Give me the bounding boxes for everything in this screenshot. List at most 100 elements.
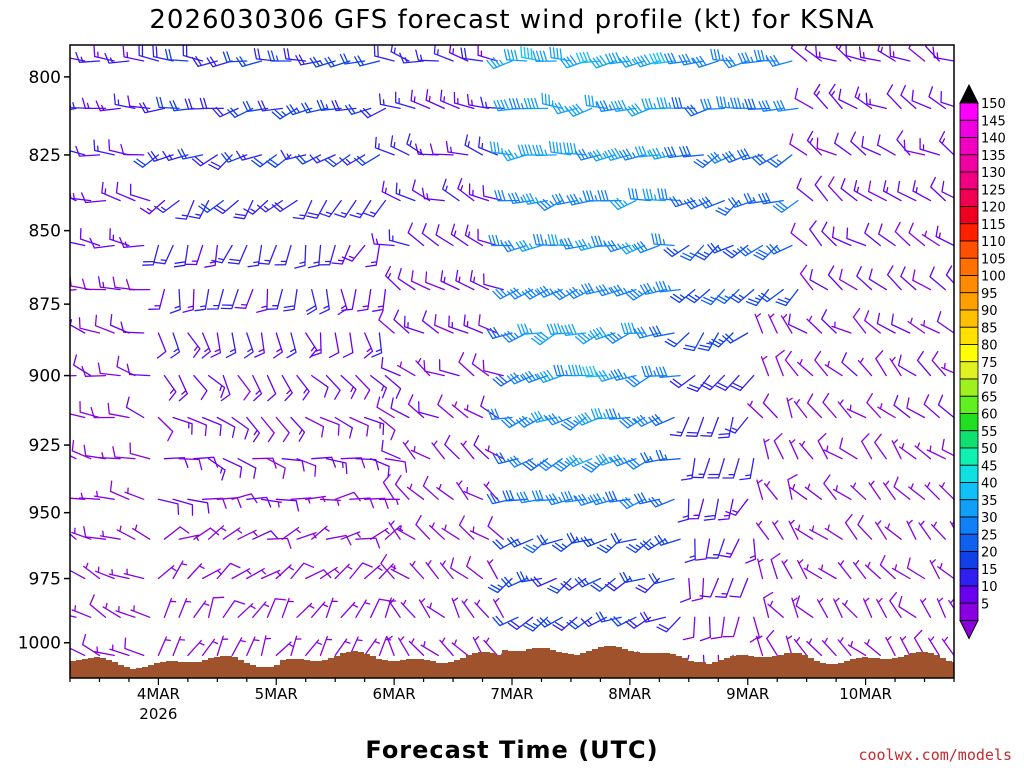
wind-barb bbox=[595, 369, 622, 382]
wind-barb bbox=[70, 416, 71, 419]
x-axis-label: Forecast Time (UTC) bbox=[365, 736, 658, 764]
wind-barb bbox=[852, 307, 867, 334]
wind-barb bbox=[700, 374, 725, 391]
wind-barb bbox=[581, 282, 608, 295]
wind-barb bbox=[75, 51, 101, 63]
wind-barb bbox=[242, 100, 269, 113]
wind-barb bbox=[207, 596, 225, 618]
wind-barb bbox=[796, 358, 814, 377]
colorbar-label: 125 bbox=[981, 183, 1006, 198]
wind-barb bbox=[207, 458, 226, 481]
wind-barb bbox=[41, 603, 62, 617]
x-tick-label: 6MAR bbox=[373, 685, 416, 703]
wind-barb bbox=[744, 98, 770, 111]
wind-barb bbox=[936, 311, 954, 334]
wind-barb bbox=[349, 562, 373, 580]
wind-barb bbox=[154, 199, 180, 214]
wind-barb bbox=[157, 498, 180, 515]
wind-barb bbox=[260, 498, 282, 508]
wind-barb bbox=[886, 84, 902, 110]
wind-barb bbox=[234, 288, 254, 309]
wind-barb bbox=[923, 394, 940, 419]
wind-barb bbox=[824, 360, 843, 377]
wind-barb bbox=[861, 135, 881, 156]
wind-barb bbox=[371, 332, 383, 358]
colorbar-label: 115 bbox=[981, 218, 1006, 233]
wind-barb bbox=[596, 538, 622, 554]
wind-barb bbox=[256, 288, 269, 313]
wind-barb bbox=[580, 536, 608, 548]
wind-barb bbox=[823, 445, 843, 460]
wind-barb bbox=[388, 598, 401, 618]
wind-barb bbox=[267, 50, 292, 62]
wind-barb bbox=[619, 416, 646, 429]
wind-barb bbox=[949, 521, 954, 530]
wind-barb bbox=[492, 452, 519, 465]
wind-barb bbox=[507, 372, 534, 385]
wind-barb bbox=[551, 193, 578, 206]
wind-barb bbox=[841, 352, 858, 377]
wind-barb bbox=[208, 154, 233, 171]
wind-barb bbox=[70, 189, 92, 202]
wind-barb bbox=[421, 222, 439, 247]
wind-barb bbox=[220, 374, 231, 402]
colorbar-swatch bbox=[959, 482, 979, 501]
wind-barb bbox=[884, 523, 902, 540]
wind-barb bbox=[37, 315, 55, 334]
wind-barb bbox=[81, 278, 107, 291]
wind-barb bbox=[694, 244, 719, 261]
wind-barb bbox=[589, 149, 616, 162]
wind-barb bbox=[435, 224, 454, 247]
wind-barb bbox=[356, 288, 372, 312]
wind-barb bbox=[867, 180, 887, 202]
wind-barb bbox=[906, 397, 926, 419]
wind-barb bbox=[157, 636, 171, 657]
wind-barb bbox=[125, 396, 145, 419]
wind-barb bbox=[75, 145, 101, 157]
wind-barb bbox=[216, 562, 241, 580]
wind-barb bbox=[655, 280, 681, 293]
wind-barb bbox=[305, 639, 323, 657]
wind-barb bbox=[185, 244, 204, 266]
wind-barb bbox=[222, 51, 248, 63]
wind-barb bbox=[707, 151, 734, 164]
wind-barb bbox=[423, 360, 445, 377]
wind-barb bbox=[252, 530, 279, 540]
wind-barb bbox=[399, 52, 425, 64]
wind-barb bbox=[795, 595, 814, 618]
wind-barb bbox=[266, 288, 283, 310]
y-tick-label: 975 bbox=[29, 570, 61, 590]
wind-barb bbox=[81, 97, 107, 110]
wind-barb bbox=[560, 577, 587, 591]
wind-barb bbox=[376, 396, 395, 419]
wind-barb bbox=[89, 594, 107, 618]
wind-barb bbox=[574, 148, 602, 161]
wind-barb bbox=[700, 288, 725, 306]
wind-barb bbox=[692, 55, 719, 68]
wind-barb bbox=[833, 597, 843, 618]
wind-barb bbox=[766, 154, 793, 168]
colorbar-swatch bbox=[959, 344, 979, 363]
wind-barb bbox=[231, 568, 252, 580]
wind-barb bbox=[537, 458, 563, 472]
wind-barb bbox=[639, 282, 666, 295]
wind-barb bbox=[610, 368, 637, 381]
wind-barb bbox=[648, 496, 675, 508]
wind-barb bbox=[334, 563, 353, 580]
wind-barb bbox=[193, 527, 220, 540]
wind-barb bbox=[794, 87, 814, 110]
wind-barb bbox=[799, 440, 814, 460]
wind-barb bbox=[157, 416, 174, 442]
wind-barb bbox=[530, 410, 557, 423]
wind-barb bbox=[683, 104, 711, 117]
wind-barb bbox=[559, 55, 587, 69]
wind-barb bbox=[318, 244, 336, 266]
wind-barb bbox=[380, 356, 401, 377]
wind-barb bbox=[455, 269, 475, 291]
wind-barb bbox=[900, 266, 917, 291]
wind-barb bbox=[70, 374, 77, 377]
wind-barb bbox=[99, 452, 121, 460]
wind-barb bbox=[763, 438, 770, 460]
wind-barb bbox=[912, 269, 932, 291]
wind-barb bbox=[532, 233, 557, 247]
